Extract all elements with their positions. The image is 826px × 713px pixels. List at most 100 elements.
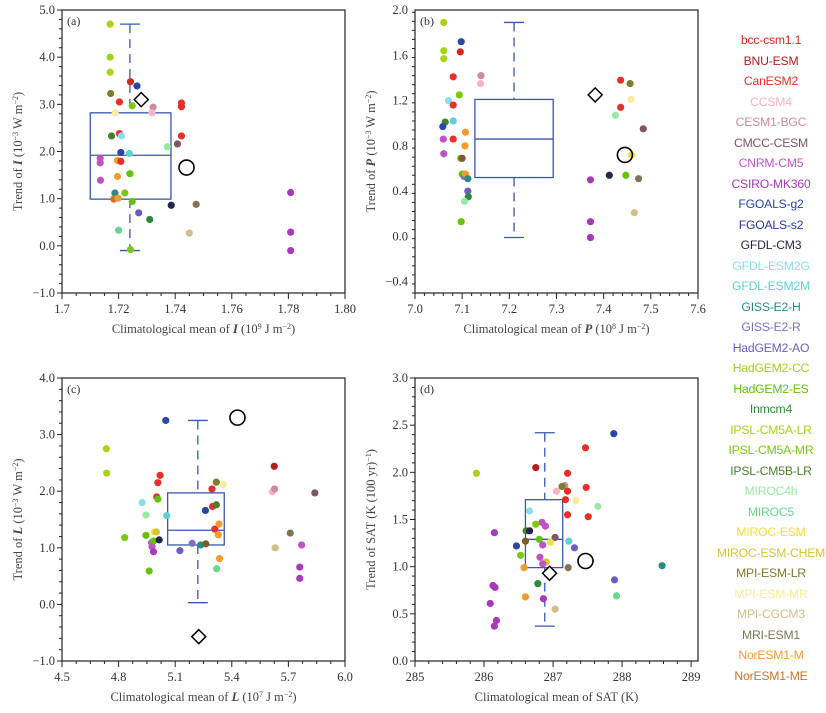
model-point bbox=[627, 151, 636, 159]
model-point bbox=[177, 103, 186, 111]
y-axis-label: Trend of L (10−3 W m−2) bbox=[11, 458, 26, 580]
model-point bbox=[476, 79, 485, 88]
model-point bbox=[133, 82, 141, 90]
legend-entry: GISS-E2-H bbox=[741, 299, 801, 314]
model-point bbox=[461, 128, 470, 136]
model-point bbox=[107, 132, 116, 140]
model-point bbox=[626, 79, 634, 88]
model-point bbox=[219, 480, 227, 489]
model-point bbox=[145, 567, 153, 575]
model-point bbox=[440, 47, 448, 55]
x-tick-label: 285 bbox=[406, 670, 425, 684]
model-point bbox=[287, 228, 295, 236]
model-point bbox=[439, 122, 447, 131]
model-point bbox=[634, 175, 643, 183]
observation-diamond bbox=[133, 91, 150, 108]
label-part: −2 bbox=[11, 463, 20, 472]
model-point bbox=[627, 95, 635, 104]
x-tick-label: 6.0 bbox=[337, 670, 353, 684]
y-tick-label: 0.4 bbox=[392, 184, 408, 198]
model-point bbox=[564, 564, 572, 572]
model-point bbox=[449, 101, 457, 109]
y-tick-label: 0.8 bbox=[392, 139, 408, 153]
legend-entry: IPSL-CM5B-LR bbox=[730, 463, 812, 478]
model-point bbox=[149, 103, 157, 111]
model-point bbox=[138, 498, 146, 507]
model-point bbox=[584, 513, 592, 521]
model-point bbox=[486, 599, 494, 608]
y-tick-label: 0.0 bbox=[392, 229, 408, 243]
label-part: Climatological mean of bbox=[112, 322, 233, 336]
label-part: Trend of bbox=[11, 534, 25, 580]
model-point bbox=[440, 18, 448, 27]
model-point bbox=[208, 485, 216, 493]
label-part: W m bbox=[11, 471, 25, 499]
model-point bbox=[464, 175, 472, 183]
model-point bbox=[287, 188, 295, 197]
model-point bbox=[449, 135, 457, 143]
panel-b: −0.4 0.0 0.4 0.8 1.2 1.6 2.0 7.0 7.1 7.2 7.3 7.4 7.5… bbox=[364, 3, 706, 336]
model-point bbox=[563, 511, 572, 519]
model-point bbox=[534, 580, 542, 588]
legend-entry: MPI-CGCM3 bbox=[737, 607, 805, 621]
label-part: Climatological mean of bbox=[463, 322, 584, 336]
model-point bbox=[457, 38, 465, 46]
legend-entry: MIROC4h bbox=[744, 484, 798, 498]
model-point bbox=[121, 189, 129, 197]
label-part: L bbox=[231, 690, 240, 704]
y-tick-label: 2.5 bbox=[392, 418, 408, 432]
model-point bbox=[135, 209, 143, 217]
legend-entry: CCSM4 bbox=[750, 94, 792, 109]
model-point bbox=[142, 511, 150, 519]
model-point bbox=[115, 98, 124, 106]
observation-diamond bbox=[541, 565, 558, 582]
legend-entry: MPI-ESM-MR bbox=[734, 586, 808, 601]
model-point bbox=[286, 529, 294, 537]
model-point bbox=[581, 444, 590, 452]
y-tick-label: 3.0 bbox=[39, 428, 55, 442]
y-tick-label: −1.0 bbox=[32, 654, 55, 668]
label-part: −2 bbox=[364, 95, 373, 104]
label-part: (10 bbox=[11, 507, 25, 527]
legend-entry: HadGEM2-AO bbox=[732, 340, 810, 355]
model-point bbox=[611, 111, 620, 119]
model-point bbox=[176, 547, 184, 555]
model-point bbox=[520, 564, 528, 572]
y-tick-label: 0.0 bbox=[39, 597, 55, 611]
label-part: 8 bbox=[612, 322, 616, 331]
model-point bbox=[639, 125, 647, 133]
label-part: ) bbox=[645, 322, 649, 336]
model-point bbox=[128, 102, 136, 110]
y-tick-label: 4.0 bbox=[39, 50, 55, 64]
label-part: J m bbox=[262, 322, 283, 336]
model-point bbox=[126, 78, 135, 86]
model-point bbox=[455, 91, 463, 99]
y-tick-label: 1.0 bbox=[39, 541, 55, 555]
model-point bbox=[192, 200, 200, 208]
y-tick-label: 1.0 bbox=[39, 192, 55, 206]
model-point bbox=[155, 536, 163, 544]
model-point bbox=[298, 541, 306, 549]
model-point bbox=[156, 471, 164, 479]
model-point bbox=[185, 229, 193, 237]
x-tick-label: 1.7 bbox=[54, 302, 70, 316]
label-part: −3 bbox=[11, 498, 20, 507]
legend-entry: CNRM-CM5 bbox=[738, 156, 804, 170]
model-point bbox=[215, 554, 224, 563]
model-point bbox=[146, 215, 154, 224]
model-point bbox=[586, 233, 595, 242]
label-part: (10 bbox=[239, 690, 259, 704]
model-point bbox=[271, 485, 279, 493]
x-tick-label: 286 bbox=[475, 670, 494, 684]
plot-frame bbox=[414, 377, 699, 662]
x-tick-label: 7.5 bbox=[643, 302, 659, 316]
x-tick-label: 1.80 bbox=[334, 302, 356, 316]
model-point bbox=[457, 218, 465, 226]
label-part: P bbox=[585, 322, 593, 336]
model-point bbox=[449, 117, 457, 125]
x-tick-label: 7.1 bbox=[454, 302, 470, 316]
x-tick-label: 287 bbox=[544, 670, 563, 684]
model-point bbox=[211, 525, 219, 533]
label-part: Climatological mean of SAT (K) bbox=[475, 690, 639, 704]
model-point bbox=[167, 201, 175, 209]
